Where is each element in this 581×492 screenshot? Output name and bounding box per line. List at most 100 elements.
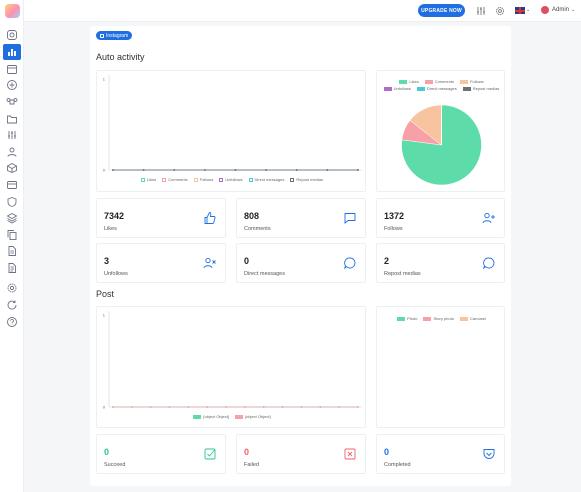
user-name[interactable]: Admin [552,7,570,13]
legend-item[interactable]: Direct messages [248,177,285,182]
user-x-icon [203,256,217,270]
legend-label: Comments [434,79,455,84]
instagram-badge[interactable]: Instagram [96,31,133,40]
badge-label: Instagram [106,32,129,39]
instagram-icon[interactable] [4,28,20,42]
check-square-icon [203,447,217,461]
y-tick-label: 1 [103,313,106,318]
post-chart-legend: [object Object] [object Object] [97,414,367,419]
sliders-icon[interactable] [4,128,20,142]
credit-card-icon[interactable] [4,178,20,192]
legend-item[interactable]: Repost medias [462,86,499,91]
settings-icon[interactable] [4,281,20,295]
legend-item[interactable]: Carousel [459,316,486,321]
app-logo[interactable] [5,4,20,18]
instagram-icon [100,33,104,38]
data-point [203,169,206,171]
legend-swatch [383,86,392,91]
data-point [244,406,246,408]
legend-item[interactable]: [object Object] [235,414,271,419]
legend-item[interactable]: Unfollows [219,177,243,182]
data-point [206,406,209,408]
legend-label: Direct messages [426,86,457,91]
auto-activity-chart-svg: 01 [103,75,362,173]
user-icon[interactable] [4,145,20,159]
legend-swatch [235,414,243,419]
legend-label: Comments [168,177,188,182]
box-icon[interactable] [4,161,20,175]
legend-swatch [140,177,145,182]
auto-activity-pie-legend: Likes Comments Follows Unfollows Direct mess… [383,79,500,91]
post-stat-card: 0 Failed [236,434,366,474]
stat-value: 7342 [104,211,125,221]
stat-label: Likes [104,226,117,232]
sliders-icon[interactable] [475,5,487,17]
legend-item[interactable]: Likes [140,177,156,182]
shield-icon[interactable] [4,195,20,209]
file-text-icon[interactable] [4,261,20,275]
calendar-icon[interactable] [4,62,20,76]
legend-item[interactable]: Comments [424,79,455,84]
data-point [357,406,359,408]
legend-label: Story photo [433,316,454,321]
plus-circle-icon[interactable] [4,78,20,92]
legend-swatch [460,79,469,84]
command-icon[interactable] [4,95,20,109]
legend-label: [object Object] [203,414,229,419]
stat-value: 808 [244,211,260,221]
legend-item[interactable]: Photo [397,316,417,321]
post-pie-legend: Photo Story photo Carousel [383,316,500,321]
legend-item[interactable]: Story photo [423,316,454,321]
auto-activity-chart-legend: Likes Comments Follows Unfollows Direct mess… [97,177,367,182]
data-point [149,406,152,408]
help-icon[interactable] [4,315,20,329]
legend-item[interactable]: Direct messages [416,86,457,91]
y-tick-label: 0 [103,405,106,410]
data-point [262,406,265,408]
chevron-down-icon[interactable]: ⌄ [526,7,531,13]
copy-icon[interactable] [4,228,20,242]
post-stat-card: 0 Succeed [96,434,226,474]
auto-stat-card: 1372 Follows [376,198,505,238]
data-point [142,169,145,171]
bar-chart-icon[interactable] [3,44,21,60]
legend-item[interactable]: Follows [460,79,484,84]
legend-label: Direct messages [254,177,285,182]
legend-item[interactable]: Comments [162,177,188,182]
uk-flag-icon[interactable] [515,7,525,14]
data-point [265,169,268,171]
legend-item[interactable]: Repost medias [290,177,323,182]
legend-item[interactable]: Likes [399,79,419,84]
stat-value: 0 [244,256,250,266]
post-chart-svg: 01 [103,311,362,410]
layers-icon[interactable] [4,211,20,225]
legend-swatch [219,177,224,182]
stat-label: Succeed [104,462,126,468]
settings-icon[interactable] [494,5,506,17]
legend-item[interactable]: Follows [193,177,213,182]
post-title: Post [96,289,115,299]
sidebar [0,0,24,492]
message-circle-icon [343,256,357,270]
data-point [173,169,176,171]
topbar: UPGRADE NOW ⌄ Admin ⌄ [24,0,581,22]
refresh-icon[interactable] [4,298,20,312]
avatar[interactable] [541,6,549,14]
legend-swatch [399,79,408,84]
legend-swatch [424,79,433,84]
upgrade-button[interactable]: UPGRADE NOW [418,4,465,17]
legend-item[interactable]: [object Object] [193,414,229,419]
data-point [112,406,114,408]
file-icon[interactable] [4,244,20,258]
chevron-down-icon[interactable]: ⌄ [571,7,576,13]
legend-item[interactable]: Unfollows [383,86,411,91]
y-tick-label: 0 [103,168,106,173]
auto-activity-pie-svg [401,104,482,186]
legend-swatch [193,414,202,419]
data-point [338,406,341,408]
folder-icon[interactable] [4,112,20,126]
post-stat-card: 0 Completed [376,434,505,474]
auto-stat-card: 7342 Likes [96,198,226,238]
stat-label: Failed [244,462,259,468]
